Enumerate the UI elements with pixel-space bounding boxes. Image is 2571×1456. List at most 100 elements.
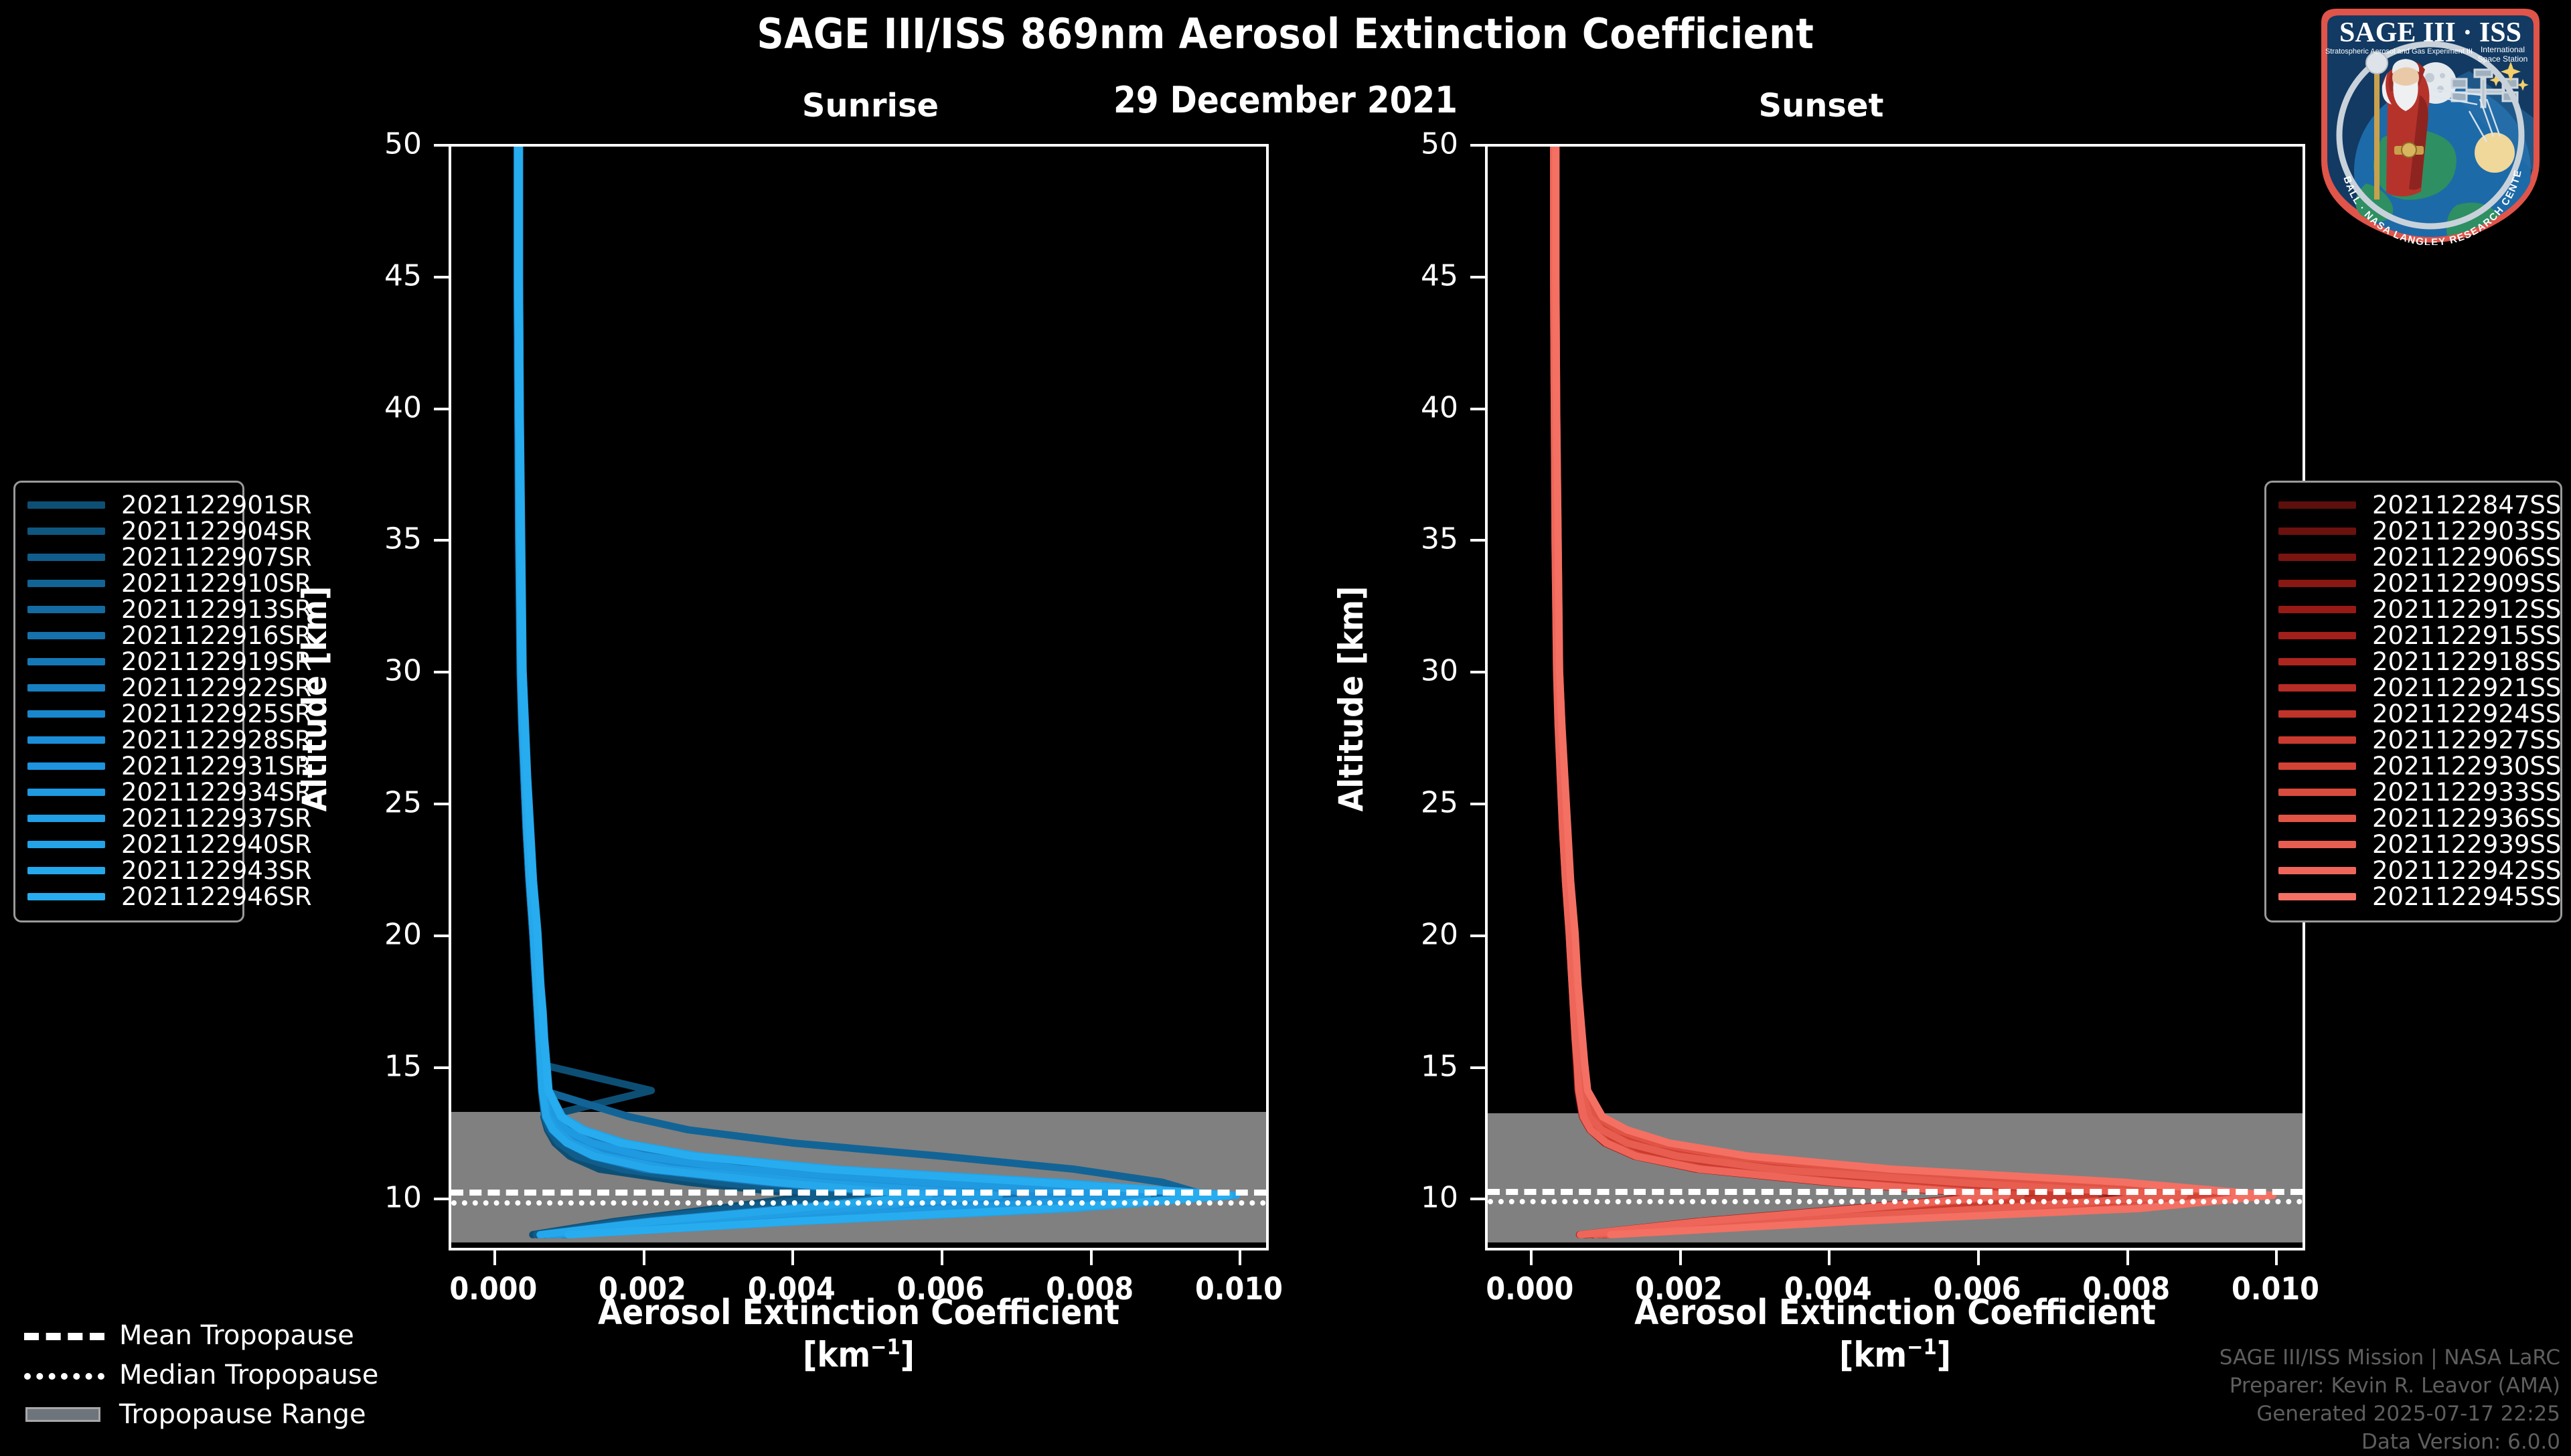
legend-color-swatch xyxy=(27,867,105,874)
legend-item-label: 2021122946SR xyxy=(121,882,312,911)
logo-title: SAGE III · ISS xyxy=(2339,17,2521,48)
sunrise-panel-title: Sunrise xyxy=(801,87,939,125)
profile-line xyxy=(1551,147,2240,1238)
x-tick-label: 0.006 xyxy=(1933,1271,2021,1307)
legend-item-label: 2021122918SS xyxy=(2372,647,2562,676)
legend-item-label: 2021122906SS xyxy=(2372,543,2562,572)
sunset-axes[interactable] xyxy=(1485,144,2305,1250)
y-tick-mark xyxy=(1470,1198,1485,1201)
legend-item-label: 2021122928SR xyxy=(121,726,312,754)
sunrise-legend[interactable]: 2021122901SR 2021122904SR 2021122907SR 2021… xyxy=(13,481,312,922)
sunrise-axes[interactable] xyxy=(449,144,1269,1250)
legend-item[interactable]: 2021122903SS xyxy=(2278,517,2561,546)
profile-line xyxy=(514,147,1018,1238)
x-tick-mark xyxy=(1239,1250,1242,1265)
profile-line xyxy=(516,147,1241,1238)
y-tick-mark xyxy=(1470,407,1485,410)
y-tick-label: 45 xyxy=(1421,258,1458,293)
x-tick-label: 0.008 xyxy=(1046,1271,1134,1307)
y-tick-mark xyxy=(1470,539,1485,542)
legend-item[interactable]: 2021122930SS xyxy=(2278,752,2561,781)
profile-line xyxy=(1551,147,2062,1238)
legend-item-label: 2021122930SS xyxy=(2372,752,2562,781)
legend-color-swatch xyxy=(2278,710,2356,718)
profile-line xyxy=(515,147,1092,1238)
legend-item-label: 2021122943SR xyxy=(121,856,312,885)
y-tick-label: 45 xyxy=(384,258,422,293)
legend-label-median-tropopause: Median Tropopause xyxy=(119,1359,379,1390)
legend-label-mean-tropopause: Mean Tropopause xyxy=(119,1319,354,1351)
y-tick-mark xyxy=(1470,934,1485,937)
legend-item[interactable]: 2021122847SS xyxy=(2278,491,2561,519)
legend-item[interactable]: 2021122936SS xyxy=(2278,804,2561,833)
x-tick-mark xyxy=(1679,1250,1682,1265)
profile-line xyxy=(1551,147,2188,1238)
legend-item[interactable]: 2021122940SR xyxy=(27,830,312,859)
legend-color-swatch xyxy=(2278,815,2356,822)
x-tick-mark xyxy=(791,1250,795,1265)
sunrise-x-axis-label-line1: Aerosol Extinction Coefficient xyxy=(598,1293,1119,1333)
profile-line xyxy=(1551,147,2099,1238)
legend-item[interactable]: 2021122906SS xyxy=(2278,543,2561,572)
y-tick-mark xyxy=(434,539,449,542)
legend-item-tropopause-range: Tropopause Range xyxy=(24,1394,426,1434)
legend-item[interactable]: 2021122934SR xyxy=(27,778,312,807)
legend-color-swatch xyxy=(2278,867,2356,874)
profile-line xyxy=(1551,147,2084,1238)
legend-color-swatch xyxy=(27,893,105,900)
legend-item[interactable]: 2021122916SR xyxy=(27,621,312,650)
unit-suffix: ] xyxy=(900,1335,915,1376)
legend-item[interactable]: 2021122918SS xyxy=(2278,647,2561,676)
legend-item[interactable]: 2021122913SR xyxy=(27,595,312,624)
unit-prefix: [km xyxy=(802,1335,871,1376)
legend-item[interactable]: 2021122931SR xyxy=(27,752,312,781)
legend-item[interactable]: 2021122946SR xyxy=(27,882,312,911)
x-tick-label: 0.004 xyxy=(1784,1271,1872,1307)
legend-color-swatch xyxy=(2278,528,2356,535)
profile-line xyxy=(515,147,1152,1238)
x-tick-mark xyxy=(1977,1250,1980,1265)
profile-line xyxy=(1551,147,2277,1238)
legend-item[interactable]: 2021122904SR xyxy=(27,517,312,546)
y-tick-label: 10 xyxy=(1421,1180,1458,1215)
legend-item[interactable]: 2021122943SR xyxy=(27,856,312,885)
legend-color-swatch xyxy=(27,736,105,744)
y-tick-label: 15 xyxy=(1421,1049,1458,1083)
y-tick-mark xyxy=(434,275,449,278)
profile-line xyxy=(1551,147,2025,1238)
tropopause-legend: Mean Tropopause Median Tropopause Tropop… xyxy=(24,1315,426,1434)
legend-item[interactable]: 2021122912SS xyxy=(2278,595,2561,624)
x-tick-mark xyxy=(493,1250,496,1265)
sunset-legend[interactable]: 2021122847SS 2021122903SS 2021122906SS 2021… xyxy=(2264,481,2562,922)
y-tick-label: 30 xyxy=(1421,653,1458,688)
legend-item[interactable]: 2021122939SS xyxy=(2278,830,2561,859)
legend-item[interactable]: 2021122928SR xyxy=(27,726,312,754)
legend-item[interactable]: 2021122921SS xyxy=(2278,673,2561,702)
legend-color-swatch xyxy=(2278,684,2356,692)
legend-item[interactable]: 2021122937SR xyxy=(27,804,312,833)
legend-item[interactable]: 2021122915SS xyxy=(2278,621,2561,650)
legend-item[interactable]: 2021122910SR xyxy=(27,569,312,598)
y-tick-mark xyxy=(1470,275,1485,278)
legend-color-swatch xyxy=(27,684,105,692)
legend-item[interactable]: 2021122927SS xyxy=(2278,726,2561,754)
profile-line xyxy=(1551,147,2166,1238)
y-tick-mark xyxy=(434,407,449,410)
legend-item[interactable]: 2021122925SR xyxy=(27,700,312,728)
legend-color-swatch xyxy=(27,789,105,796)
legend-item[interactable]: 2021122924SS xyxy=(2278,700,2561,728)
legend-item[interactable]: 2021122922SR xyxy=(27,673,312,702)
mean-tropopause-line xyxy=(1488,1188,2303,1195)
legend-item[interactable]: 2021122919SR xyxy=(27,647,312,676)
legend-item[interactable]: 2021122909SS xyxy=(2278,569,2561,598)
legend-item[interactable]: 2021122907SR xyxy=(27,543,312,572)
y-tick-label: 35 xyxy=(384,521,422,556)
legend-item-mean-tropopause: Mean Tropopause xyxy=(24,1315,426,1355)
x-tick-label: 0.004 xyxy=(747,1271,836,1307)
legend-item[interactable]: 2021122942SS xyxy=(2278,856,2561,885)
legend-color-swatch xyxy=(2278,632,2356,639)
legend-item[interactable]: 2021122933SS xyxy=(2278,778,2561,807)
legend-item[interactable]: 2021122901SR xyxy=(27,491,312,519)
legend-item[interactable]: 2021122945SS xyxy=(2278,882,2561,911)
legend-item-label: 2021122936SS xyxy=(2372,804,2562,833)
